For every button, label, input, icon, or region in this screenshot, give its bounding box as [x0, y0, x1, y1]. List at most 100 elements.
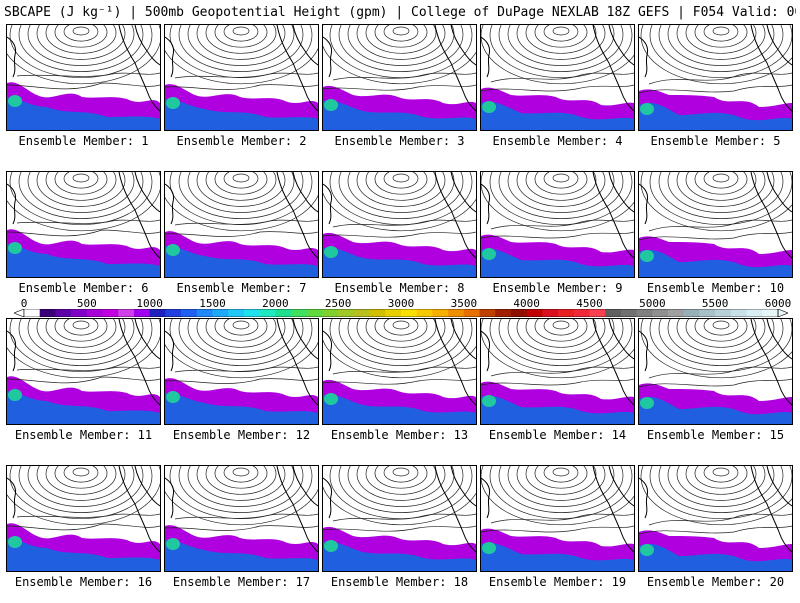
- panel-row-3: Ensemble Member: 11 Ensemble Member: 12 En…: [6, 318, 796, 456]
- height-contours: [165, 172, 318, 237]
- cape-maximum: [482, 248, 496, 260]
- colorbar-swatch: [338, 309, 355, 317]
- coastline-asia: [7, 330, 16, 372]
- member-caption: Ensemble Member: 12: [172, 428, 311, 442]
- map-frame: [480, 24, 635, 131]
- height-contours: [7, 466, 160, 531]
- cape-maximum: [640, 250, 654, 262]
- map-frame: [6, 318, 161, 425]
- colorbar-swatch: [448, 309, 465, 317]
- map-frame: [480, 318, 635, 425]
- coastline: [434, 25, 476, 112]
- cape-shading-high: [165, 99, 318, 130]
- coastline-asia: [165, 183, 174, 225]
- height-contours: [323, 466, 476, 532]
- colorbar-swatch: [620, 309, 637, 317]
- forecast-map: [481, 319, 634, 424]
- cape-shading-high: [481, 542, 634, 571]
- colorbar-swatch: [542, 309, 559, 317]
- colorbar-swatch: [71, 309, 88, 317]
- colorbar-labels: 0 500 1000 1500 2000 2500 3000 3500 4000 4500 5000…: [14, 297, 792, 310]
- forecast-map: [323, 172, 476, 277]
- coastline-asia: [481, 330, 490, 372]
- cape-maximum: [640, 397, 654, 409]
- forecast-map: [481, 466, 634, 571]
- cape-maximum: [640, 103, 654, 115]
- cape-shading-high: [7, 97, 160, 130]
- cape-shading-high: [639, 249, 792, 277]
- coastline-asia: [7, 477, 16, 519]
- colorbar-swatch: [652, 309, 669, 317]
- cape-maximum: [640, 544, 654, 556]
- cape-shading-high: [323, 394, 476, 424]
- map-frame: [638, 24, 793, 131]
- colorbar-swatch: [495, 309, 512, 317]
- cape-shading-high: [323, 100, 476, 130]
- panel-row-1: Ensemble Member: 1 Ensemble Member: 2 Ense…: [6, 24, 796, 162]
- forecast-map: [7, 172, 160, 277]
- colorbar-tick-label: 3000: [387, 297, 415, 310]
- height-contours: [481, 466, 634, 533]
- colorbar-border: [23, 309, 779, 317]
- map-frame: [6, 24, 161, 131]
- forecast-map: [165, 466, 318, 571]
- map-frame: [638, 318, 793, 425]
- member-caption: Ensemble Member: 18: [330, 575, 469, 589]
- member-caption: Ensemble Member: 4: [492, 134, 623, 148]
- cape-maximum: [166, 538, 180, 550]
- coastline: [592, 466, 634, 553]
- member-caption: Ensemble Member: 17: [172, 575, 311, 589]
- cape-shading-high: [639, 396, 792, 424]
- colorbar-swatch: [118, 309, 135, 317]
- colorbar-tick-label: 3500: [450, 297, 478, 310]
- forecast-map: [323, 319, 476, 424]
- cape-shading-high: [7, 391, 160, 424]
- forecast-map: [639, 466, 792, 571]
- height-contours: [165, 25, 318, 90]
- cape-shading-high: [7, 538, 160, 571]
- colorbar-swatch: [573, 309, 590, 317]
- colorbar-swatch: [228, 309, 245, 317]
- cape-maximum: [8, 536, 22, 548]
- cape-maximum: [324, 393, 338, 405]
- colorbar-swatch: [432, 309, 449, 317]
- height-contours: [7, 25, 160, 90]
- coastline: [276, 466, 318, 553]
- member-caption: Ensemble Member: 8: [334, 281, 465, 295]
- cape-shading-high: [323, 247, 476, 277]
- map-frame: [164, 171, 319, 278]
- coastline: [276, 25, 318, 112]
- cape-maximum: [324, 540, 338, 552]
- colorbar-swatch: [275, 309, 292, 317]
- forecast-map: [165, 172, 318, 277]
- coastline-asia: [323, 183, 332, 225]
- colorbar-swatch: [39, 309, 56, 317]
- colorbar-strip: [14, 309, 788, 317]
- coastline: [118, 466, 160, 553]
- member-caption: Ensemble Member: 11: [14, 428, 153, 442]
- member-caption: Ensemble Member: 14: [488, 428, 627, 442]
- colorbar-swatch: [149, 309, 166, 317]
- coastline: [118, 319, 160, 406]
- map-frame: [638, 465, 793, 572]
- cape-maximum: [8, 242, 22, 254]
- colorbar-tick-label: 2500: [324, 297, 352, 310]
- map-frame: [322, 465, 477, 572]
- coastline: [750, 466, 792, 553]
- forecast-map: [7, 25, 160, 130]
- coastline-asia: [639, 477, 648, 519]
- coastline: [592, 172, 634, 259]
- colorbar-swatch: [385, 309, 402, 317]
- panel-row-2: Ensemble Member: 6 Ensemble Member: 7 Ense…: [6, 171, 796, 309]
- cape-shading-high: [481, 395, 634, 424]
- member-caption: Ensemble Member: 20: [646, 575, 785, 589]
- cape-maximum: [482, 395, 496, 407]
- colorbar-swatch: [24, 309, 41, 317]
- cape-maximum: [166, 244, 180, 256]
- coastline-asia: [323, 330, 332, 372]
- member-caption: Ensemble Member: 15: [646, 428, 785, 442]
- colorbar-swatch: [86, 309, 103, 317]
- colorbar-tick-label: 500: [76, 297, 97, 310]
- member-caption: Ensemble Member: 5: [650, 134, 781, 148]
- colorbar-tick-label: 1500: [199, 297, 226, 310]
